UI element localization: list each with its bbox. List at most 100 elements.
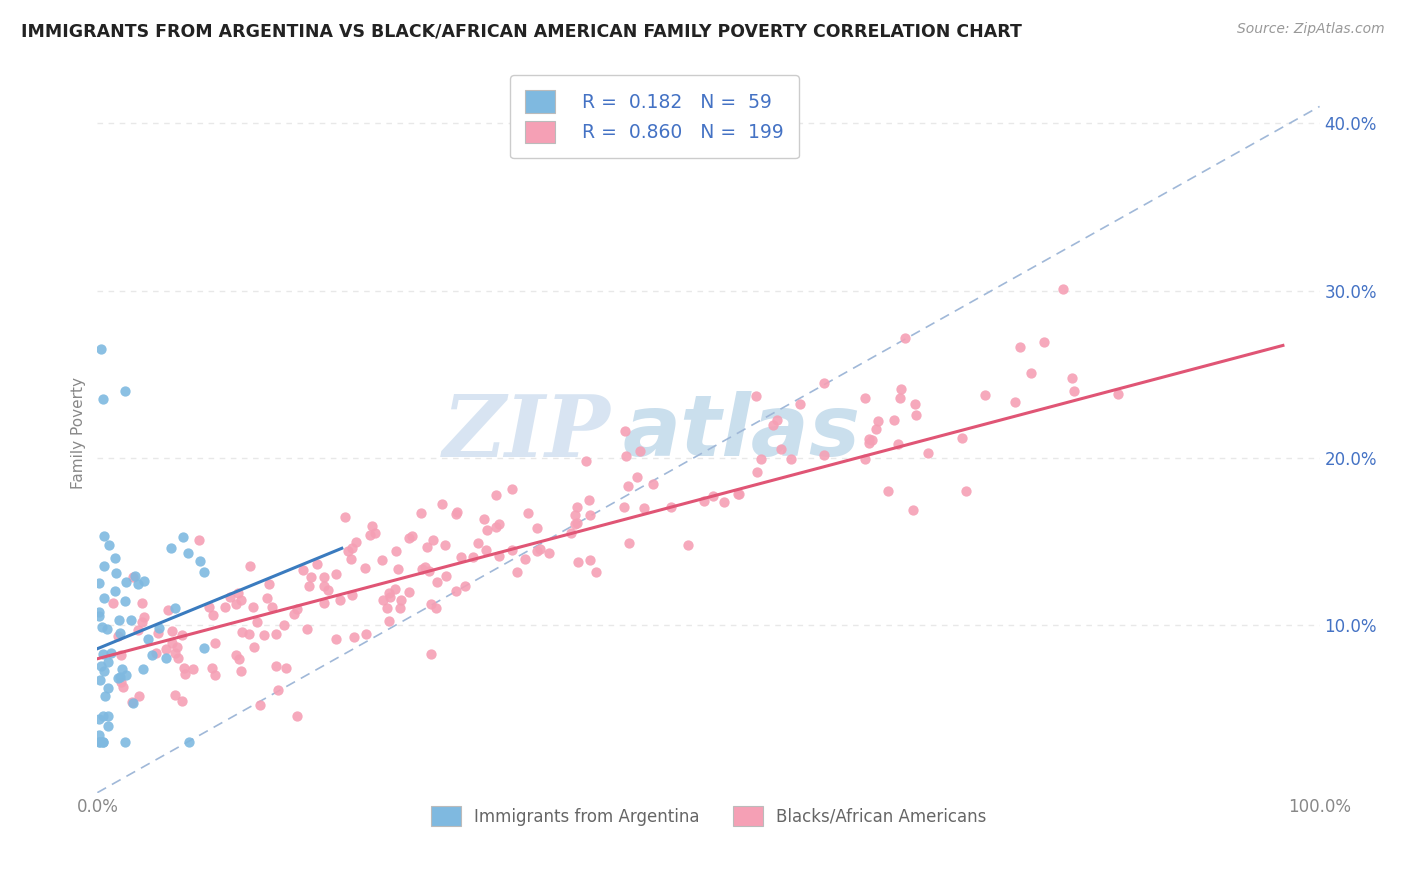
Point [974, 388, 997, 402]
Point [430, 497, 453, 511]
Point [114, 594, 136, 608]
Point [865, 422, 887, 436]
Point [745, 389, 768, 403]
Point [131, 615, 153, 629]
Point [127, 577, 149, 591]
Y-axis label: Family Poverty: Family Poverty [72, 376, 86, 489]
Point [354, 627, 377, 641]
Point [148, 621, 170, 635]
Point [174, 667, 197, 681]
Point [93, 664, 115, 678]
Point [246, 615, 269, 630]
Point [104, 583, 127, 598]
Point [1010, 340, 1032, 354]
Point [565, 516, 588, 530]
Point [285, 708, 308, 723]
Point [114, 384, 136, 398]
Point [526, 543, 548, 558]
Point [702, 489, 724, 503]
Point [204, 668, 226, 682]
Point [157, 603, 180, 617]
Point [373, 593, 395, 607]
Point [389, 600, 412, 615]
Point [107, 629, 129, 643]
Point [384, 582, 406, 596]
Point [762, 417, 785, 432]
Point [779, 451, 801, 466]
Point [537, 546, 560, 560]
Point [229, 592, 252, 607]
Point [155, 651, 177, 665]
Point [344, 535, 367, 549]
Point [425, 601, 447, 615]
Point [193, 565, 215, 579]
Point [413, 559, 436, 574]
Point [91, 647, 114, 661]
Point [179, 735, 201, 749]
Point [89, 735, 111, 749]
Point [411, 562, 433, 576]
Point [257, 576, 280, 591]
Point [613, 500, 636, 514]
Point [463, 550, 485, 565]
Point [97, 709, 120, 723]
Point [329, 593, 352, 607]
Point [299, 570, 322, 584]
Point [231, 625, 253, 640]
Point [1052, 282, 1074, 296]
Point [585, 565, 607, 579]
Point [336, 544, 359, 558]
Point [467, 536, 489, 550]
Point [853, 391, 876, 405]
Point [87, 609, 110, 624]
Point [201, 607, 224, 622]
Point [454, 579, 477, 593]
Point [426, 575, 449, 590]
Point [419, 647, 441, 661]
Point [955, 484, 977, 499]
Point [950, 431, 973, 445]
Point [90, 658, 112, 673]
Point [104, 566, 127, 581]
Point [904, 408, 927, 422]
Point [314, 570, 336, 584]
Point [267, 682, 290, 697]
Point [565, 500, 588, 514]
Point [1033, 334, 1056, 349]
Point [225, 648, 247, 662]
Point [342, 541, 364, 556]
Point [766, 413, 789, 427]
Point [371, 553, 394, 567]
Point [287, 602, 309, 616]
Point [501, 482, 523, 496]
Point [108, 614, 131, 628]
Point [475, 524, 498, 538]
Point [727, 486, 749, 500]
Point [136, 632, 159, 646]
Point [193, 640, 215, 655]
Point [617, 478, 640, 492]
Point [101, 596, 124, 610]
Point [115, 667, 138, 681]
Point [167, 651, 190, 665]
Point [360, 518, 382, 533]
Point [422, 533, 444, 547]
Point [335, 510, 357, 524]
Point [526, 521, 548, 535]
Point [749, 451, 772, 466]
Point [567, 555, 589, 569]
Point [316, 582, 339, 597]
Point [225, 597, 247, 611]
Point [904, 396, 927, 410]
Point [243, 640, 266, 654]
Point [134, 574, 156, 588]
Point [110, 662, 132, 676]
Point [877, 484, 900, 499]
Point [96, 622, 118, 636]
Point [529, 541, 551, 556]
Point [446, 505, 468, 519]
Point [97, 538, 120, 552]
Point [264, 627, 287, 641]
Point [813, 376, 835, 391]
Point [359, 527, 381, 541]
